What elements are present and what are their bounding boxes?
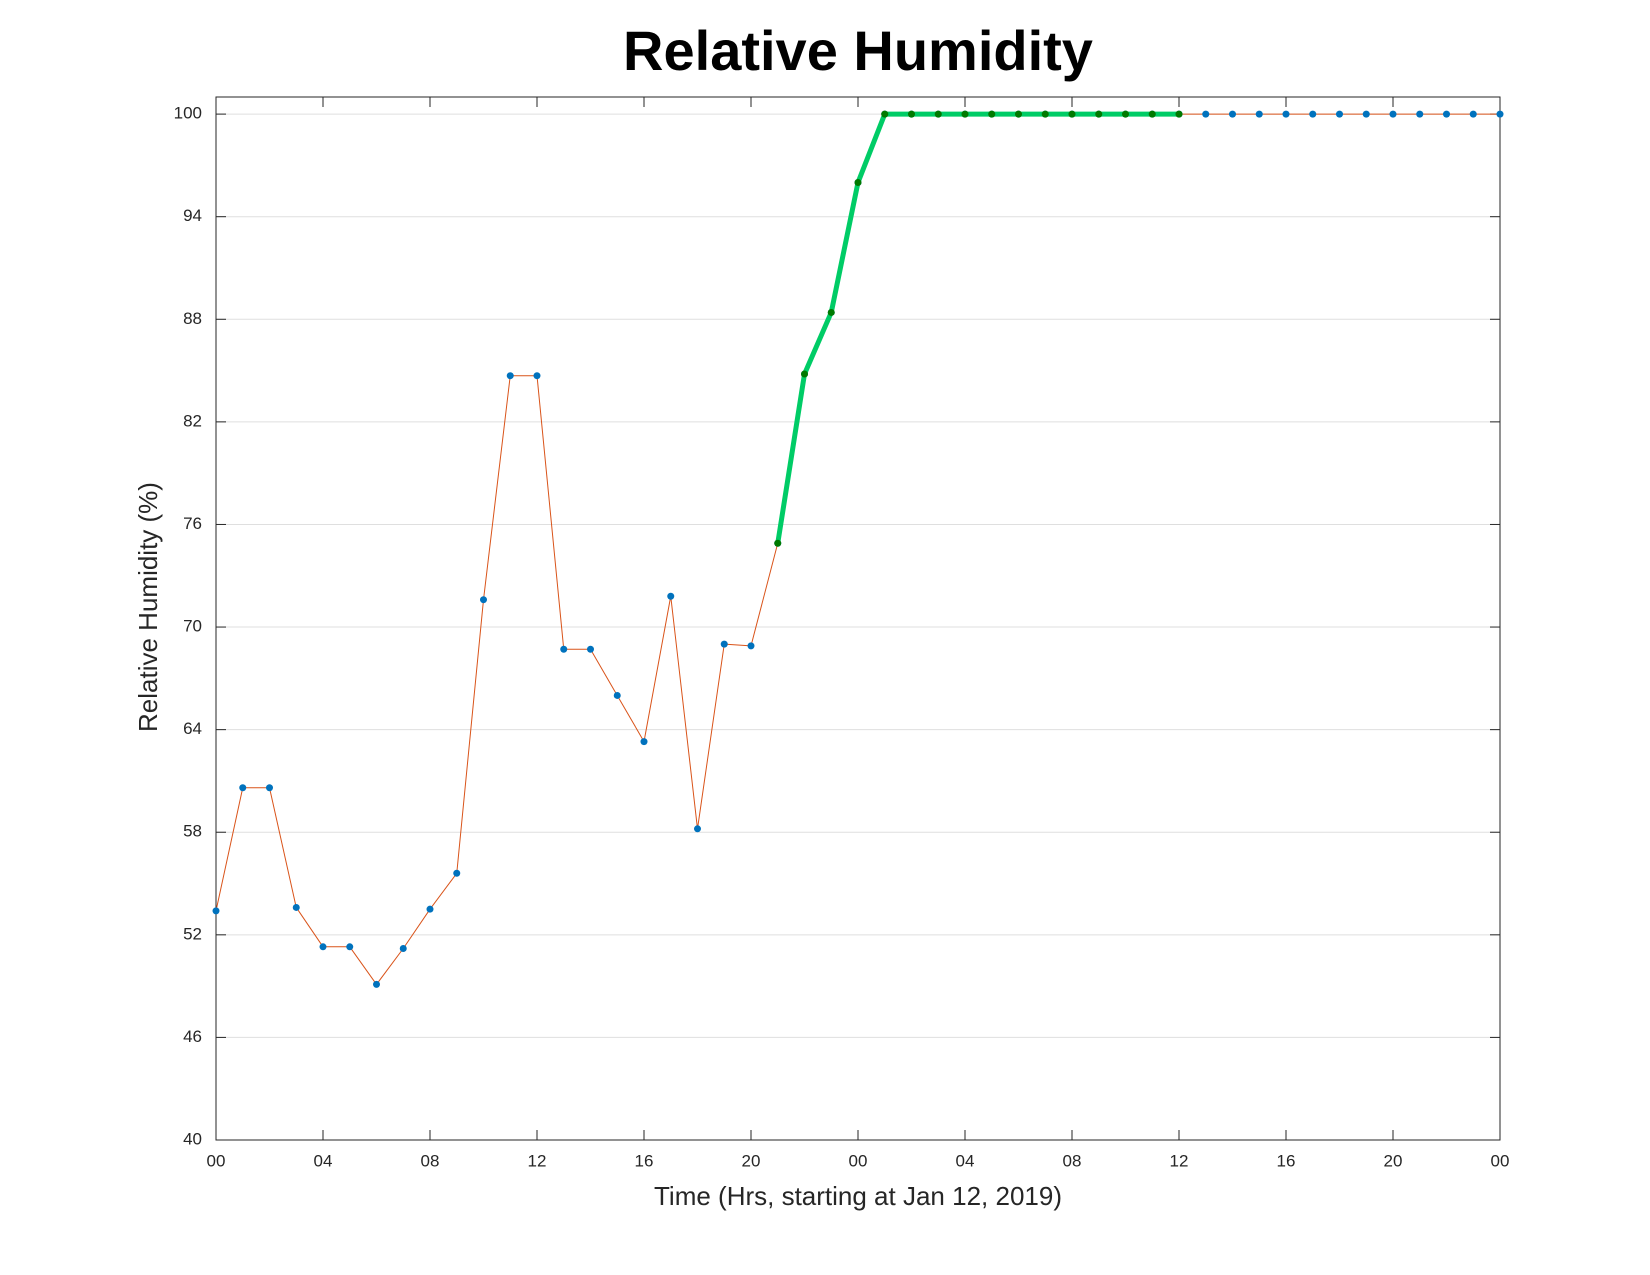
data-point bbox=[667, 592, 675, 600]
data-point bbox=[854, 178, 862, 186]
y-tick-label: 82 bbox=[183, 411, 202, 430]
data-point bbox=[694, 825, 701, 833]
x-tick-label: 00 bbox=[207, 1151, 226, 1170]
y-tick-label: 64 bbox=[183, 719, 202, 738]
y-tick-label: 88 bbox=[183, 309, 202, 328]
data-point bbox=[346, 943, 354, 951]
x-tick-label: 08 bbox=[421, 1151, 440, 1170]
data-point bbox=[373, 980, 380, 988]
data-point bbox=[640, 738, 648, 746]
x-tick-label: 04 bbox=[314, 1151, 333, 1170]
x-tick-label: 00 bbox=[849, 1151, 868, 1170]
chart-title: Relative Humidity bbox=[623, 19, 1093, 82]
x-tick-label: 16 bbox=[635, 1151, 654, 1170]
plot-area bbox=[216, 97, 1500, 1140]
data-point bbox=[1416, 110, 1424, 118]
y-tick-label: 100 bbox=[174, 104, 202, 123]
x-tick-label: 04 bbox=[956, 1151, 975, 1170]
series-line bbox=[775, 111, 1179, 544]
data-point bbox=[1469, 110, 1477, 118]
data-point bbox=[747, 642, 755, 650]
x-tick-label: 16 bbox=[1277, 1151, 1296, 1170]
data-point bbox=[292, 903, 300, 911]
data-point bbox=[399, 944, 407, 952]
data-point bbox=[319, 943, 327, 951]
y-tick-label: 46 bbox=[183, 1027, 202, 1046]
data-point bbox=[506, 372, 514, 380]
data-point bbox=[881, 110, 889, 118]
data-point bbox=[1362, 110, 1370, 118]
x-axis-label: Time (Hrs, starting at Jan 12, 2019) bbox=[654, 1181, 1062, 1211]
data-point bbox=[1015, 110, 1022, 118]
data-point bbox=[560, 645, 568, 653]
data-point bbox=[1309, 110, 1317, 118]
data-point bbox=[239, 784, 247, 792]
y-axis-label: Relative Humidity (%) bbox=[133, 482, 163, 732]
data-point bbox=[988, 110, 996, 118]
data-point bbox=[1122, 110, 1129, 118]
data-point bbox=[426, 905, 434, 913]
y-tick-label: 52 bbox=[183, 924, 202, 943]
x-tick-label: 20 bbox=[742, 1151, 761, 1170]
data-point bbox=[961, 110, 969, 118]
data-point bbox=[801, 370, 808, 378]
axes-box bbox=[215, 96, 1501, 1141]
y-tick-label: 40 bbox=[183, 1129, 202, 1148]
data-point bbox=[774, 539, 782, 547]
data-point bbox=[1255, 110, 1263, 118]
data-point bbox=[1389, 110, 1397, 118]
x-tick-label: 20 bbox=[1384, 1151, 1403, 1170]
data-point bbox=[720, 640, 728, 648]
y-tick-label: 70 bbox=[183, 617, 202, 636]
x-tick-label: 12 bbox=[528, 1151, 547, 1170]
y-tick-label: 94 bbox=[183, 206, 202, 225]
data-point bbox=[908, 110, 915, 118]
data-point bbox=[212, 907, 220, 915]
data-point bbox=[1095, 110, 1103, 118]
x-tick-label: 12 bbox=[1170, 1151, 1189, 1170]
data-point bbox=[1282, 110, 1290, 118]
data-point bbox=[453, 869, 461, 877]
y-tick-label: 76 bbox=[183, 514, 202, 533]
data-point bbox=[1041, 110, 1049, 118]
data-point bbox=[613, 691, 621, 699]
x-tick-label: 08 bbox=[1063, 1151, 1082, 1170]
data-point bbox=[1496, 110, 1504, 118]
data-point bbox=[533, 372, 541, 380]
data-point bbox=[1229, 110, 1236, 118]
y-tick-label: 58 bbox=[183, 822, 202, 841]
data-point bbox=[1068, 110, 1076, 118]
x-tick-label: 00 bbox=[1491, 1151, 1510, 1170]
data-point bbox=[266, 784, 273, 792]
data-point bbox=[1336, 110, 1343, 118]
data-point bbox=[1202, 110, 1210, 118]
data-point bbox=[480, 596, 487, 604]
data-point bbox=[587, 645, 594, 653]
data-point bbox=[1175, 110, 1183, 118]
data-point bbox=[1148, 110, 1156, 118]
data-point bbox=[934, 110, 942, 118]
data-point bbox=[827, 308, 835, 316]
data-point bbox=[1443, 110, 1450, 118]
